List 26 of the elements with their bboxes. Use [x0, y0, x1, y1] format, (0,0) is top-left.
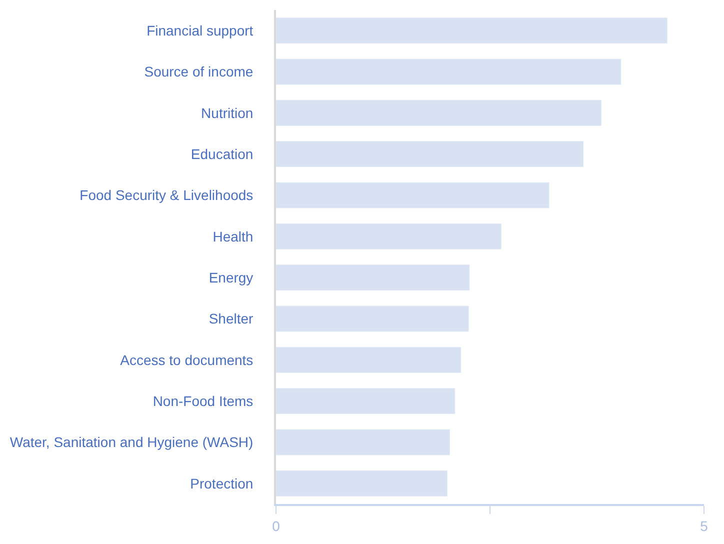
bar [276, 58, 622, 85]
bar [276, 264, 470, 291]
bar [276, 141, 584, 168]
bar [276, 306, 469, 332]
y-tick-label: Health [212, 228, 254, 244]
y-tick-label: Protection [190, 475, 254, 492]
y-tick-label: Access to documents [120, 352, 254, 368]
y-tick-label: Non-Food Items [152, 392, 254, 409]
bar [276, 388, 456, 414]
x-tick-label: 5 [700, 518, 708, 534]
bar [276, 223, 502, 250]
bar [276, 346, 462, 373]
bar [276, 470, 448, 496]
y-tick-label: Water, Sanitation and Hygiene (WASH) [10, 434, 254, 450]
y-tick-label: Financial support [146, 22, 254, 38]
y-tick-label: Education [190, 146, 254, 162]
bar [276, 100, 602, 126]
y-tick-label: Shelter [208, 310, 254, 327]
bar [276, 18, 668, 44]
x-tick-label: 0 [272, 518, 280, 534]
y-tick-label: Energy [208, 269, 254, 286]
y-tick-label: Source of income [144, 64, 254, 80]
bar [276, 182, 550, 208]
y-tick-label: Food Security & Livelihoods [80, 187, 254, 204]
bar [276, 429, 450, 456]
y-tick-label: Nutrition [201, 104, 254, 121]
